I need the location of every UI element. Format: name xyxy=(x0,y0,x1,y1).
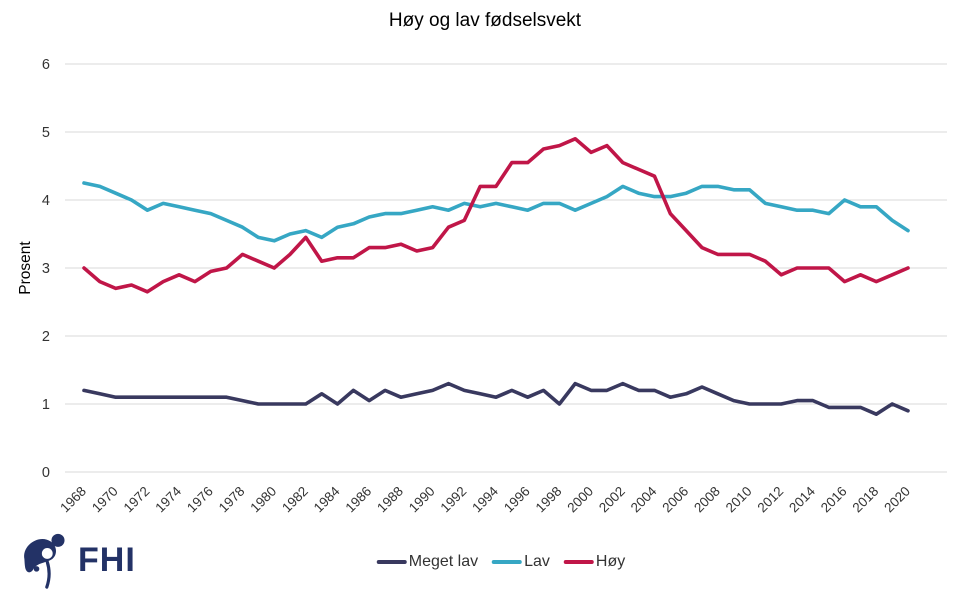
x-tick-label-1996: 1996 xyxy=(501,484,533,516)
x-tick-label-1978: 1978 xyxy=(216,484,248,516)
x-tick-label-2004: 2004 xyxy=(628,483,660,515)
chart-legend: Meget lav Lav Høy xyxy=(376,553,626,571)
legend-label-hoy: Høy xyxy=(595,553,626,570)
legend-swatch-meget-lav-icon xyxy=(376,559,407,565)
y-axis-label: Prosent xyxy=(17,241,34,295)
x-tick-label-1984: 1984 xyxy=(311,483,343,515)
legend-item-lav: Lav xyxy=(492,553,550,571)
legend-item-hoy: Høy xyxy=(563,553,626,571)
x-tick-label-1980: 1980 xyxy=(247,484,279,516)
x-tick-label-2014: 2014 xyxy=(786,483,818,515)
x-tick-label-2008: 2008 xyxy=(691,484,723,516)
x-tick-label-2012: 2012 xyxy=(754,484,786,516)
x-tick-label-2016: 2016 xyxy=(818,484,850,516)
fhi-logo-text: FHI xyxy=(78,540,136,579)
x-tick-label-1992: 1992 xyxy=(438,484,470,516)
series-line-meget-lav xyxy=(82,381,910,417)
y-tick-label-0: 0 xyxy=(42,465,50,481)
y-tick-label-1: 1 xyxy=(42,397,50,413)
x-tick-label-1988: 1988 xyxy=(374,484,406,516)
x-tick-label-1976: 1976 xyxy=(184,484,216,516)
x-tick-label-2018: 2018 xyxy=(850,484,882,516)
fhi-logo: FHI xyxy=(16,531,136,589)
x-tick-label-1982: 1982 xyxy=(279,484,311,516)
y-tick-label-5: 5 xyxy=(42,125,50,141)
chart-title: Høy og lav fødselsvekt xyxy=(388,10,582,31)
y-tick-label-4: 4 xyxy=(42,193,50,209)
x-tick-label-2010: 2010 xyxy=(723,484,755,516)
x-tick-label-2002: 2002 xyxy=(596,484,628,516)
x-tick-label-1970: 1970 xyxy=(89,484,121,516)
y-tick-label-3: 3 xyxy=(42,261,50,277)
series-line-lav xyxy=(82,181,910,243)
fhi-logo-mark-icon xyxy=(24,533,65,589)
y-tick-label-6: 6 xyxy=(42,57,50,73)
legend-swatch-lav-icon xyxy=(492,559,523,565)
x-tick-label-2006: 2006 xyxy=(659,484,691,516)
y-tick-label-2: 2 xyxy=(42,329,50,345)
legend-label-lav: Lav xyxy=(524,553,550,570)
x-tick-label-1998: 1998 xyxy=(533,484,565,516)
x-tick-label-1990: 1990 xyxy=(406,484,438,516)
x-tick-label-1972: 1972 xyxy=(121,484,153,516)
x-tick-label-2000: 2000 xyxy=(564,484,596,516)
x-tick-label-1974: 1974 xyxy=(152,483,184,515)
x-tick-label-1968: 1968 xyxy=(57,484,89,516)
x-tick-label-1994: 1994 xyxy=(469,483,501,515)
x-tick-label-2020: 2020 xyxy=(881,484,913,516)
legend-swatch-hoy-icon xyxy=(563,559,594,565)
x-tick-label-1986: 1986 xyxy=(342,484,374,516)
legend-label-meget-lav: Meget lav xyxy=(408,553,479,570)
series-line-høy xyxy=(82,137,910,294)
legend-item-meget-lav: Meget lav xyxy=(376,553,479,571)
